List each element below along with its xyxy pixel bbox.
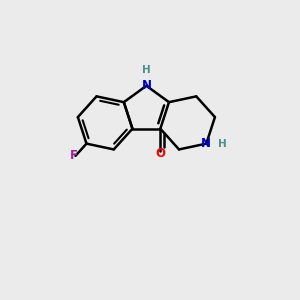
Text: F: F xyxy=(70,149,78,162)
Text: O: O xyxy=(155,147,165,160)
Text: H: H xyxy=(218,139,226,148)
Text: H: H xyxy=(142,65,151,75)
Text: N: N xyxy=(141,79,152,92)
Text: N: N xyxy=(201,137,211,150)
